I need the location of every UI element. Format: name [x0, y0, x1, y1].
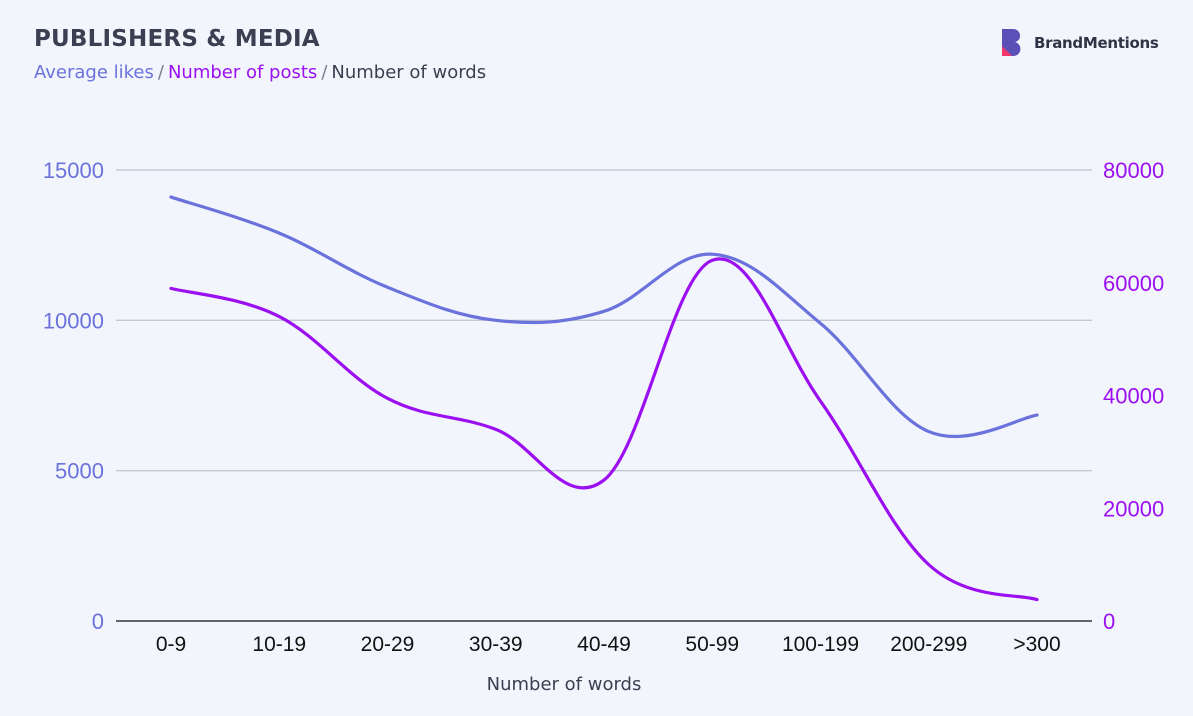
- y-right-tick-label: 20000: [1103, 496, 1164, 521]
- y-right-tick-label: 0: [1103, 609, 1115, 634]
- x-tick-label: 0-9: [156, 633, 186, 656]
- y-axis-left: 0 5000 10000 15000: [43, 158, 104, 634]
- y-left-tick-label: 15000: [43, 158, 104, 183]
- legend-average-likes: Average likes: [34, 62, 154, 83]
- y-right-tick-label: 60000: [1103, 271, 1164, 296]
- x-tick-label: >300: [1013, 633, 1060, 656]
- y-left-tick-label: 10000: [43, 308, 104, 333]
- y-left-tick-label: 5000: [55, 459, 104, 484]
- x-tick-label: 30-39: [469, 633, 523, 656]
- x-axis-label: Number of words: [487, 674, 642, 695]
- x-tick-label: 20-29: [361, 633, 415, 656]
- x-tick-label: 200-299: [890, 633, 967, 656]
- legend-number-of-posts: Number of posts: [167, 62, 318, 83]
- brandmentions-logo-icon: [1002, 29, 1021, 56]
- brand-name: BrandMentions: [1034, 34, 1159, 52]
- page-title: PUBLISHERS & MEDIA: [34, 26, 320, 52]
- y-right-tick-label: 40000: [1103, 384, 1164, 409]
- y-left-tick-label: 0: [92, 609, 104, 634]
- subtitle-separator: /: [321, 62, 328, 83]
- legend-number-of-words: Number of words: [331, 62, 487, 83]
- series-line-average-likes: [169, 195, 1039, 439]
- chart-subtitle: Average likes / Number of posts / Number of …: [34, 62, 486, 83]
- x-tick-label: 50-99: [685, 633, 739, 656]
- subtitle-separator: /: [157, 62, 164, 83]
- x-tick-label: 100-199: [782, 633, 859, 656]
- grid-lines: [116, 169, 1092, 622]
- brand-logo: BrandMentions: [1000, 28, 1159, 58]
- series-line-number-of-posts: [169, 257, 1039, 602]
- x-tick-label: 40-49: [577, 633, 631, 656]
- x-tick-label: 10-19: [252, 633, 306, 656]
- y-right-tick-label: 80000: [1103, 158, 1164, 183]
- y-axis-right: 0 20000 40000 60000 80000: [1103, 158, 1164, 634]
- x-axis: 0-9 10-19 20-29 30-39 40-49 50-99 100-199 200-2…: [156, 633, 1061, 656]
- series-lines: [169, 195, 1039, 602]
